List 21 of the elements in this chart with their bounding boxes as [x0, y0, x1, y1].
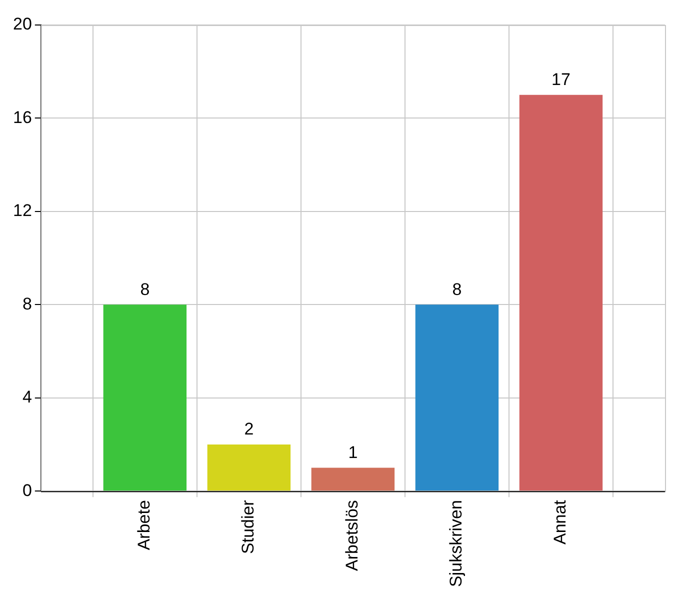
data-label: 1 — [348, 442, 358, 462]
y-tick-label: 20 — [12, 14, 32, 34]
y-tick-label: 8 — [22, 294, 32, 314]
data-label: 8 — [140, 280, 150, 299]
bar — [519, 94, 603, 491]
data-label: 8 — [452, 280, 462, 299]
y-tick-label: 16 — [12, 108, 32, 127]
x-tick-label: Studier — [238, 500, 258, 554]
y-tick-label: 4 — [22, 388, 32, 407]
bar — [207, 444, 291, 491]
x-tick-label: Annat — [550, 500, 570, 545]
y-tick-label: 0 — [22, 480, 32, 500]
data-label: 2 — [244, 420, 254, 439]
x-tick-label: Arbetslös — [342, 500, 362, 571]
bar — [415, 304, 499, 491]
y-tick-label: 12 — [12, 201, 32, 220]
data-label: 17 — [552, 70, 570, 90]
x-tick-label: Sjukskriven — [446, 500, 466, 588]
bar — [311, 468, 395, 491]
x-tick-label: Arbete — [134, 500, 154, 550]
bar — [103, 304, 187, 491]
